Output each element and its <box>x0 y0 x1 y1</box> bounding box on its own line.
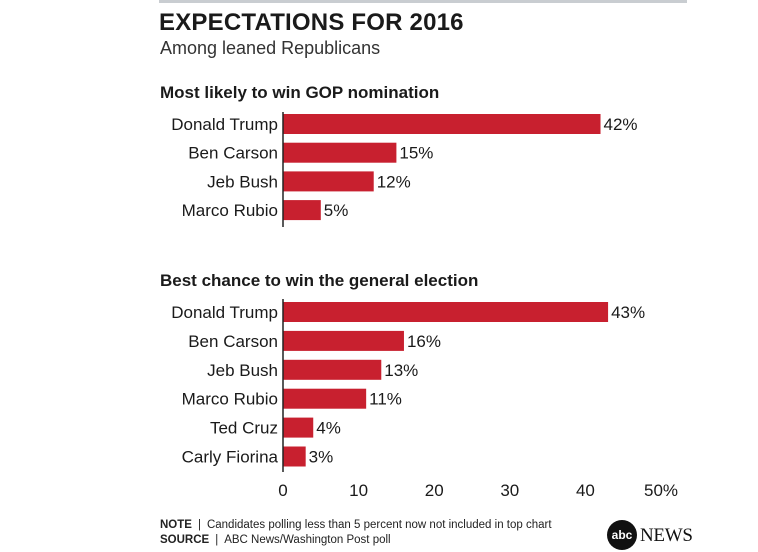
x-tick-label: 10 <box>349 481 368 500</box>
category-label: Ben Carson <box>188 144 278 163</box>
bar <box>283 359 382 380</box>
bar <box>283 302 609 322</box>
x-tick-label: 50% <box>644 481 678 500</box>
value-label: 12% <box>377 172 411 191</box>
category-label: Donald Trump <box>171 303 278 322</box>
bar <box>283 388 367 409</box>
category-label: Jeb Bush <box>207 172 278 191</box>
page-subtitle: Among leaned Republicans <box>160 38 381 58</box>
category-label: Donald Trump <box>171 115 278 134</box>
x-tick-label: 0 <box>278 481 287 500</box>
chart-title: Most likely to win GOP nomination <box>160 83 439 102</box>
value-label: 16% <box>407 332 441 351</box>
x-tick-label: 20 <box>425 481 444 500</box>
bar <box>283 417 314 438</box>
bar <box>283 171 374 192</box>
category-label: Jeb Bush <box>207 361 278 380</box>
category-label: Ben Carson <box>188 332 278 351</box>
bar <box>283 330 404 351</box>
note-text: Candidates polling less than 5 percent n… <box>206 519 552 531</box>
value-label: 3% <box>309 448 334 467</box>
bar <box>283 114 601 134</box>
chart-title: Best chance to win the general election <box>160 271 478 290</box>
source-label: SOURCE <box>160 534 210 546</box>
value-label: 5% <box>324 201 349 220</box>
note-label: NOTE <box>160 519 192 531</box>
value-label: 42% <box>604 115 638 134</box>
value-label: 43% <box>611 303 645 322</box>
category-label: Marco Rubio <box>182 201 278 220</box>
page-title: EXPECTATIONS FOR 2016 <box>159 9 464 36</box>
bar <box>283 142 397 163</box>
top-rule <box>159 0 687 3</box>
abc-badge: abc <box>607 520 637 550</box>
x-tick-label: 30 <box>500 481 519 500</box>
bar <box>283 446 306 467</box>
note-separator: | <box>197 519 201 531</box>
category-label: Carly Fiorina <box>182 448 279 467</box>
value-label: 15% <box>399 144 433 163</box>
value-label: 11% <box>369 390 402 409</box>
category-label: Ted Cruz <box>210 419 278 438</box>
footer-note: NOTE | Candidates polling less than 5 perc… <box>160 519 552 531</box>
bar <box>283 200 321 221</box>
source-text: ABC News/Washington Post poll <box>224 534 391 546</box>
footer-source: SOURCE | ABC News/Washington Post poll <box>160 534 391 546</box>
x-tick-label: 40 <box>576 481 595 500</box>
value-label: 13% <box>384 361 418 380</box>
news-wordmark: NEWS <box>640 525 693 546</box>
value-label: 4% <box>316 419 341 438</box>
category-label: Marco Rubio <box>182 390 278 409</box>
source-separator: | <box>215 534 219 546</box>
